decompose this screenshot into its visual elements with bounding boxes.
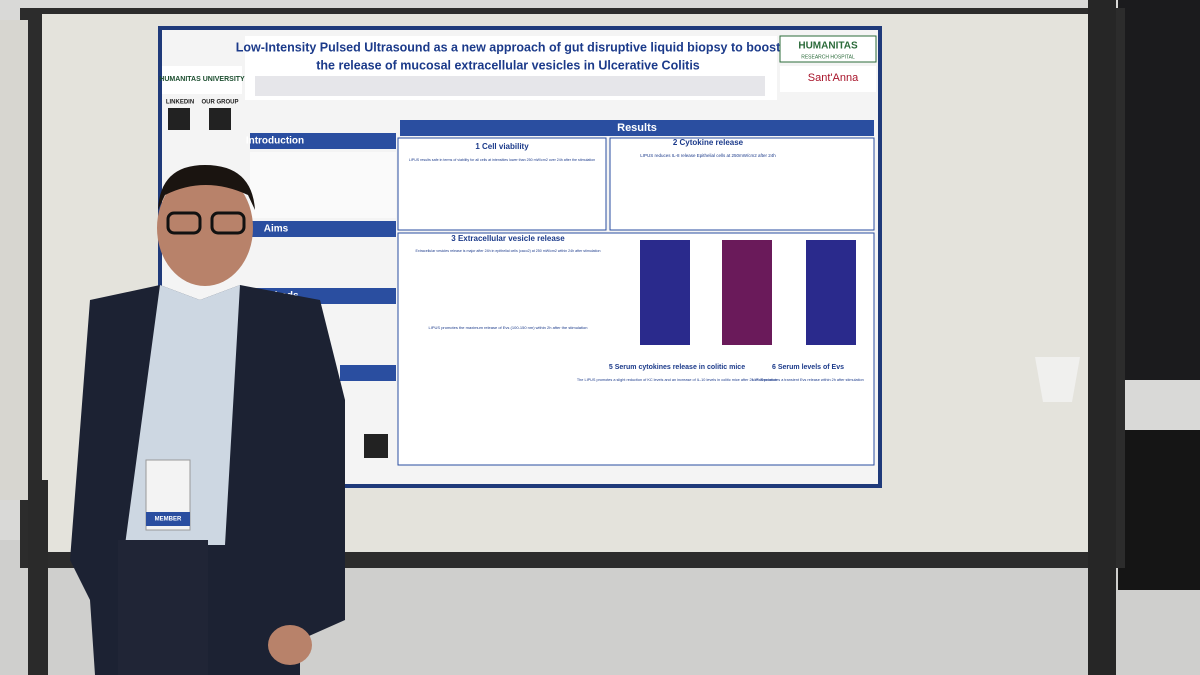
- logo-santanna-box: [780, 66, 876, 92]
- section-header: [340, 365, 396, 381]
- panel: [609, 137, 875, 231]
- dark-table: [1118, 430, 1200, 590]
- trousers: [118, 540, 208, 675]
- panel-heading: 2 Cytokine release: [673, 138, 744, 147]
- panel-heading: 5 Serum cytokines release in colitic mic…: [609, 364, 745, 371]
- poster-title: Low-Intensity Pulsed Ultrasound as a new…: [236, 40, 781, 54]
- panel-text: Extracellular vesicles release is major …: [416, 249, 601, 253]
- heatmap: [722, 240, 772, 345]
- person: MEMBER: [70, 165, 345, 675]
- panel: [397, 232, 875, 466]
- panel-heading: 3 Extracellular vesicle release: [451, 234, 565, 243]
- badge-label: MEMBER: [155, 517, 182, 523]
- logo-right: HUMANITAS: [798, 41, 858, 52]
- glasses: [210, 211, 246, 235]
- post: [1088, 0, 1116, 675]
- section-header: [400, 120, 874, 136]
- logo-right-sub: RESEARCH HOSPITAL: [801, 54, 855, 60]
- heatmap: [640, 240, 690, 345]
- hair: [158, 165, 255, 210]
- linkedin: LINKEDIN: [166, 100, 194, 106]
- panel-text: LIPUS promotes a transient Evs release w…: [752, 378, 863, 382]
- face: [157, 170, 253, 286]
- panel-text: The LIPUS promotes a slight reduction of…: [577, 378, 777, 382]
- logo-left: HUMANITAS UNIVERSITY: [159, 76, 245, 83]
- qr-code: [168, 108, 190, 130]
- qr-code: [209, 108, 231, 130]
- heatmap: [806, 240, 856, 345]
- panel-heading: 6 Serum levels of Evs: [772, 364, 844, 371]
- section-header: [250, 133, 396, 149]
- section-title: Results: [617, 122, 657, 134]
- logo-right-box: [779, 35, 877, 63]
- section-title: Introduction: [246, 136, 304, 147]
- panel-text: LIPUS reduces IL-8 release Epithelial ce…: [640, 153, 776, 158]
- glasses: [166, 211, 202, 235]
- post: [28, 480, 48, 675]
- our-group: OUR GROUP: [201, 100, 238, 106]
- section-header: [250, 221, 396, 237]
- panel-text: LIPUS promotes the maximum release of Ev…: [429, 325, 588, 330]
- section-title: Aims: [264, 224, 289, 235]
- qr-code: [364, 434, 388, 458]
- hand: [268, 625, 312, 665]
- curtain: [1118, 0, 1200, 380]
- logo-santanna: Sant'Anna: [808, 72, 859, 84]
- panel: [397, 137, 607, 231]
- panel-heading: 1 Cell viability: [475, 142, 529, 151]
- panel-text: LIPUS results safe in terms of viability…: [409, 158, 595, 162]
- poster-title: the release of mucosal extracellular ves…: [316, 58, 700, 72]
- badge-band: [146, 512, 190, 526]
- text-block: [250, 152, 396, 218]
- authors: [255, 76, 765, 96]
- cup: [1035, 357, 1080, 402]
- logo-box: [162, 66, 242, 94]
- left-board: [0, 20, 28, 500]
